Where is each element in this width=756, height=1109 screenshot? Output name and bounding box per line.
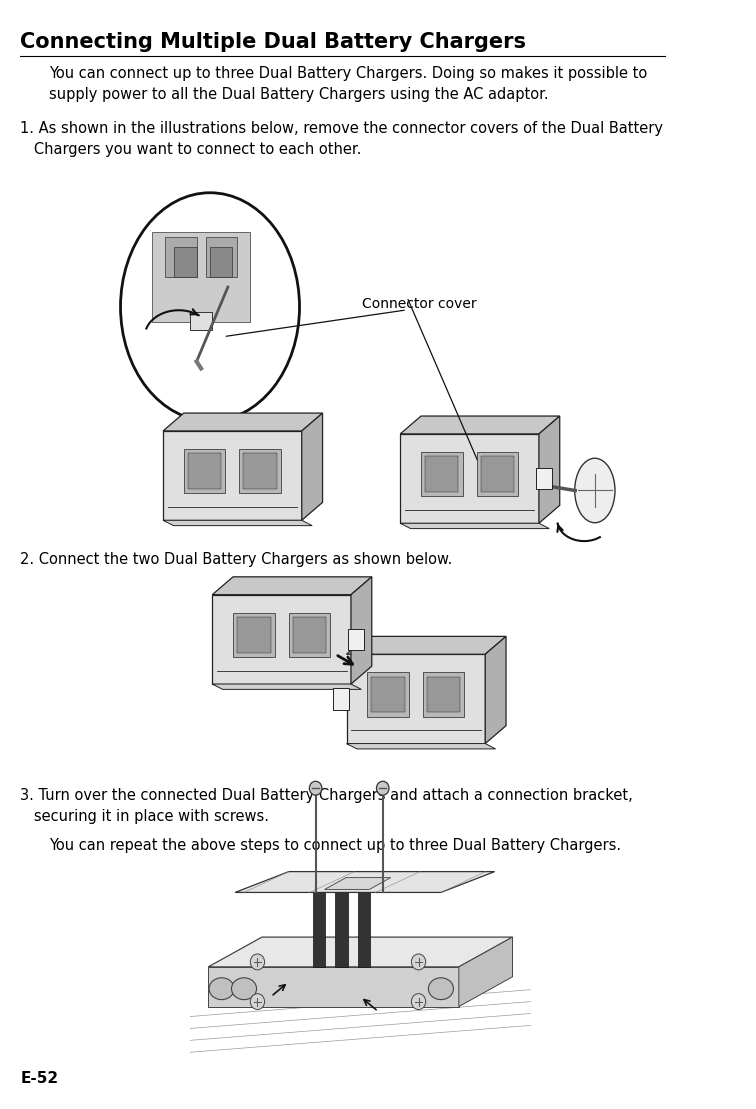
Bar	[152, 233, 250, 322]
Bar	[191, 312, 212, 329]
Circle shape	[309, 781, 322, 795]
Bar	[166, 237, 197, 277]
Bar	[427, 676, 460, 712]
Text: 1. As shown in the illustrations below, remove the connector covers of the Dual : 1. As shown in the illustrations below, …	[20, 121, 663, 157]
Text: Connector cover: Connector cover	[362, 297, 477, 311]
Bar	[206, 237, 237, 277]
Bar	[333, 689, 349, 710]
Bar	[293, 617, 326, 653]
Bar	[210, 247, 232, 277]
Bar	[349, 629, 364, 650]
Polygon shape	[212, 594, 351, 684]
Ellipse shape	[429, 978, 454, 999]
Circle shape	[411, 954, 426, 970]
Polygon shape	[208, 967, 459, 1007]
Polygon shape	[302, 413, 323, 520]
Polygon shape	[346, 654, 485, 743]
Bar	[421, 451, 463, 497]
Polygon shape	[163, 431, 302, 520]
Circle shape	[250, 954, 265, 970]
Bar	[371, 676, 404, 712]
Bar	[336, 893, 348, 967]
Bar	[313, 893, 326, 967]
Text: 3. Turn over the connected Dual Battery Chargers and attach a connection bracket: 3. Turn over the connected Dual Battery …	[20, 788, 633, 824]
Polygon shape	[346, 743, 496, 749]
Polygon shape	[208, 937, 513, 967]
Bar	[536, 468, 553, 489]
Ellipse shape	[120, 193, 299, 421]
Bar	[188, 454, 222, 489]
Bar	[233, 612, 274, 658]
Circle shape	[250, 994, 265, 1009]
Bar	[423, 672, 464, 716]
Polygon shape	[459, 937, 513, 1007]
Ellipse shape	[209, 978, 234, 999]
Bar	[243, 454, 277, 489]
Polygon shape	[346, 637, 506, 654]
Text: You can connect up to three Dual Battery Chargers. Doing so makes it possible to: You can connect up to three Dual Battery…	[49, 65, 647, 102]
Bar	[289, 612, 330, 658]
Text: E-52: E-52	[20, 1071, 58, 1086]
Polygon shape	[485, 637, 506, 743]
Bar	[481, 456, 514, 492]
Polygon shape	[351, 577, 372, 684]
Bar	[237, 617, 271, 653]
Circle shape	[376, 781, 389, 795]
Polygon shape	[163, 413, 323, 431]
Polygon shape	[400, 416, 559, 434]
Polygon shape	[539, 416, 559, 523]
Polygon shape	[400, 434, 539, 523]
Ellipse shape	[231, 978, 256, 999]
Bar	[358, 893, 370, 967]
Text: Connecting Multiple Dual Battery Chargers: Connecting Multiple Dual Battery Charger…	[20, 32, 526, 52]
Bar	[367, 672, 409, 716]
Text: 2. Connect the two Dual Battery Chargers as shown below.: 2. Connect the two Dual Battery Chargers…	[20, 552, 453, 567]
Circle shape	[411, 994, 426, 1009]
Bar	[425, 456, 458, 492]
Polygon shape	[400, 523, 550, 529]
Polygon shape	[212, 684, 361, 690]
Bar	[174, 247, 197, 277]
Bar	[184, 449, 225, 494]
Polygon shape	[235, 872, 494, 893]
Ellipse shape	[575, 458, 615, 522]
Polygon shape	[163, 520, 312, 526]
Bar	[240, 449, 281, 494]
Polygon shape	[324, 877, 391, 889]
Polygon shape	[212, 577, 372, 594]
Bar	[476, 451, 518, 497]
Text: You can repeat the above steps to connect up to three Dual Battery Chargers.: You can repeat the above steps to connec…	[49, 838, 621, 853]
